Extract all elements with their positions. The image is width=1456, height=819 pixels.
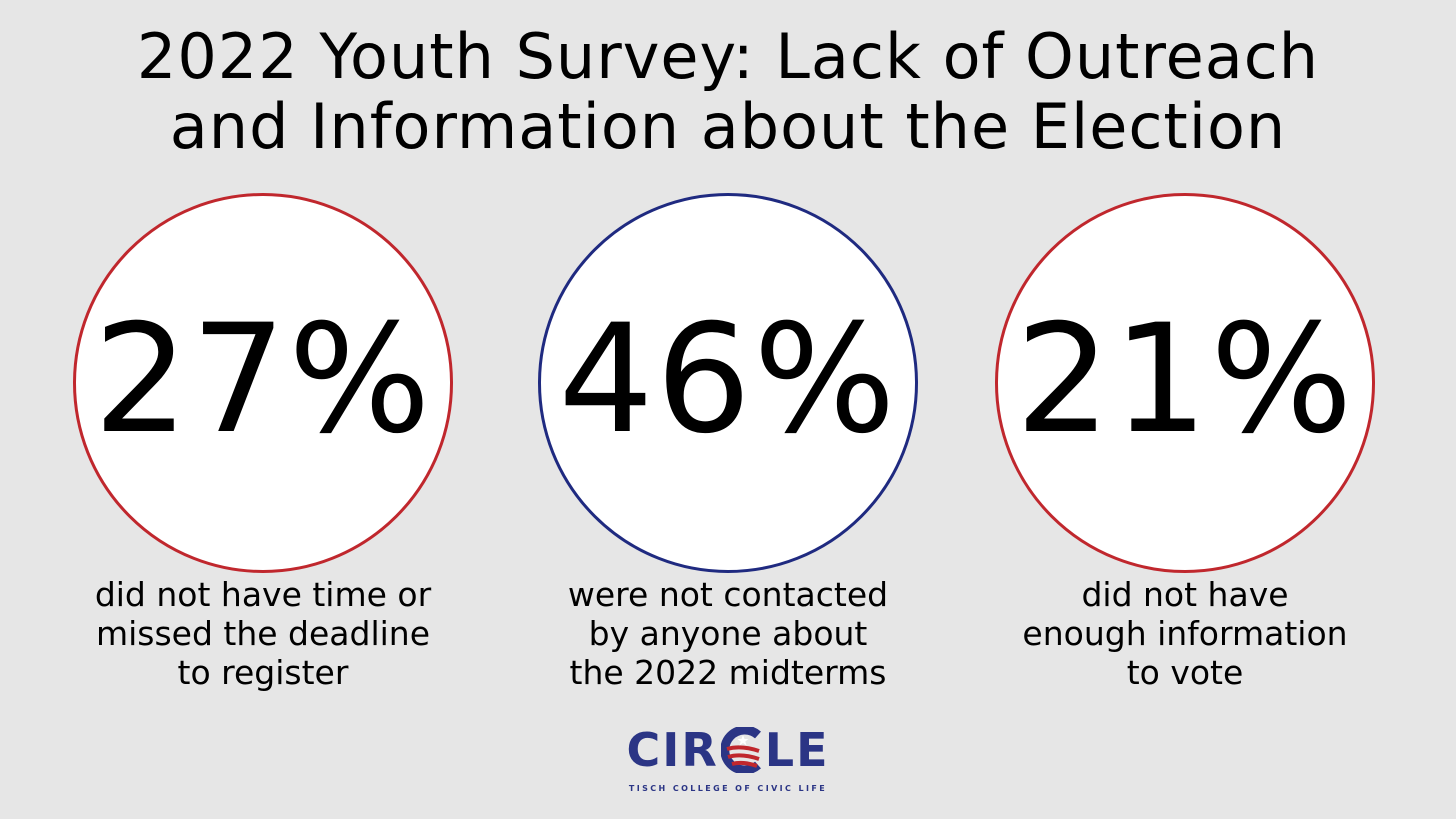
logo-word-right: LE	[764, 723, 830, 777]
stat-circle: 21%	[995, 193, 1375, 573]
logo-word-left: CIR	[626, 723, 719, 777]
stat-caption: did not have enough information to vote	[965, 575, 1405, 692]
caption-line: did not have time or	[94, 575, 432, 614]
caption-line: by anyone about	[588, 614, 868, 653]
stat-circle: 27%	[73, 193, 453, 573]
stat-value: 21%	[1015, 293, 1355, 467]
stat-caption: were not contacted by anyone about the 2…	[508, 575, 948, 692]
stat-card-register: 27% did not have time or missed the dead…	[73, 193, 453, 692]
logo-subtitle: TISCH COLLEGE OF CIVIC LIFE	[628, 784, 828, 793]
caption-line: to vote	[1126, 653, 1244, 692]
caption-line: were not contacted	[567, 575, 889, 614]
stat-card-information: 21% did not have enough information to v…	[995, 193, 1375, 692]
circle-logo: CIR LE TISCH COLLEGE OF CIVIC LIFE	[560, 722, 896, 793]
stat-circle: 46%	[538, 193, 918, 573]
stat-card-contacted: 46% were not contacted by anyone about t…	[538, 193, 918, 692]
title-line-1: 2022 Youth Survey: Lack of Outreach	[136, 20, 1320, 93]
stat-caption: did not have time or missed the deadline…	[43, 575, 483, 692]
caption-line: missed the deadline	[95, 614, 431, 653]
page-title: 2022 Youth Survey: Lack of Outreach and …	[0, 22, 1456, 162]
caption-line: to register	[177, 653, 349, 692]
flag-c-icon	[720, 727, 761, 773]
caption-line: the 2022 midterms	[569, 653, 887, 692]
caption-line: enough information	[1022, 614, 1348, 653]
stat-value: 46%	[558, 293, 898, 467]
title-line-2: and Information about the Election	[169, 90, 1287, 163]
caption-line: did not have	[1081, 575, 1289, 614]
stat-value: 27%	[93, 293, 433, 467]
logo-wordmark: CIR LE	[626, 722, 829, 778]
